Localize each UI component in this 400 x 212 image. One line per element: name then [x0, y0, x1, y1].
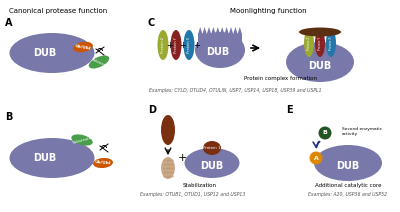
Text: DUB: DUB: [33, 48, 57, 58]
Text: Examples: CYLD, OTUD4, OTULIN, USP7, USP14, USP18, USP39 and USPL1: Examples: CYLD, OTUD4, OTULIN, USP7, USP…: [149, 88, 321, 93]
Text: DUB: DUB: [336, 161, 360, 171]
Text: Stabilization: Stabilization: [183, 183, 217, 188]
Text: Examples: A20, USP36 and USP52: Examples: A20, USP36 and USP52: [308, 192, 388, 197]
Text: Protein Y: Protein Y: [174, 37, 178, 53]
Ellipse shape: [170, 30, 182, 60]
Text: +: +: [194, 40, 200, 49]
Text: DUB: DUB: [33, 153, 57, 163]
Text: Second enzymatic
activity: Second enzymatic activity: [342, 127, 382, 136]
Ellipse shape: [158, 30, 168, 60]
Text: Substrate: Substrate: [72, 135, 92, 145]
Ellipse shape: [93, 158, 113, 168]
Text: A: A: [5, 18, 12, 28]
Text: Canonical protease function: Canonical protease function: [9, 8, 107, 14]
Text: Protein 1: Protein 1: [203, 146, 221, 150]
Text: B: B: [5, 112, 12, 122]
Text: Additional catalytic core: Additional catalytic core: [315, 183, 381, 188]
Text: D: D: [148, 105, 156, 115]
Ellipse shape: [310, 152, 322, 165]
Text: Protein X: Protein X: [187, 37, 191, 53]
Ellipse shape: [304, 29, 314, 57]
Text: Ub/Ubl: Ub/Ubl: [74, 44, 92, 50]
Text: Protein Z: Protein Z: [161, 37, 165, 53]
Ellipse shape: [73, 42, 93, 52]
Ellipse shape: [161, 115, 175, 145]
Ellipse shape: [203, 141, 221, 155]
Text: E: E: [286, 105, 293, 115]
Ellipse shape: [195, 32, 245, 68]
Ellipse shape: [10, 138, 94, 178]
Ellipse shape: [10, 33, 94, 73]
Text: Protein complex formation: Protein complex formation: [244, 76, 316, 81]
Polygon shape: [198, 27, 242, 50]
Text: Ub/Ubl: Ub/Ubl: [95, 160, 111, 166]
Ellipse shape: [315, 29, 325, 57]
Text: +: +: [166, 40, 174, 49]
Text: DUB: DUB: [308, 61, 332, 71]
Ellipse shape: [326, 29, 336, 57]
Text: +: +: [180, 40, 186, 49]
Ellipse shape: [318, 127, 332, 139]
Text: Protein Y: Protein Y: [318, 36, 322, 50]
Ellipse shape: [314, 145, 382, 181]
Ellipse shape: [184, 30, 194, 60]
Ellipse shape: [71, 134, 93, 146]
Text: A: A: [314, 155, 318, 160]
Text: C: C: [148, 18, 155, 28]
Ellipse shape: [161, 157, 175, 179]
Ellipse shape: [184, 148, 240, 178]
Text: DUB: DUB: [206, 47, 230, 57]
Ellipse shape: [89, 56, 109, 68]
Text: Moonlighting function: Moonlighting function: [230, 8, 306, 14]
Text: Examples: OTUB1, OTUD1, USP12 and USP13: Examples: OTUB1, OTUD1, USP12 and USP13: [140, 192, 246, 197]
Ellipse shape: [286, 42, 354, 82]
Text: DUB: DUB: [200, 161, 224, 171]
Text: Protein Z: Protein Z: [307, 36, 311, 50]
Ellipse shape: [299, 28, 341, 36]
Text: Substrate: Substrate: [90, 57, 110, 69]
Text: +: +: [177, 153, 187, 163]
Text: Protein X: Protein X: [329, 36, 333, 50]
Text: B: B: [322, 131, 328, 135]
